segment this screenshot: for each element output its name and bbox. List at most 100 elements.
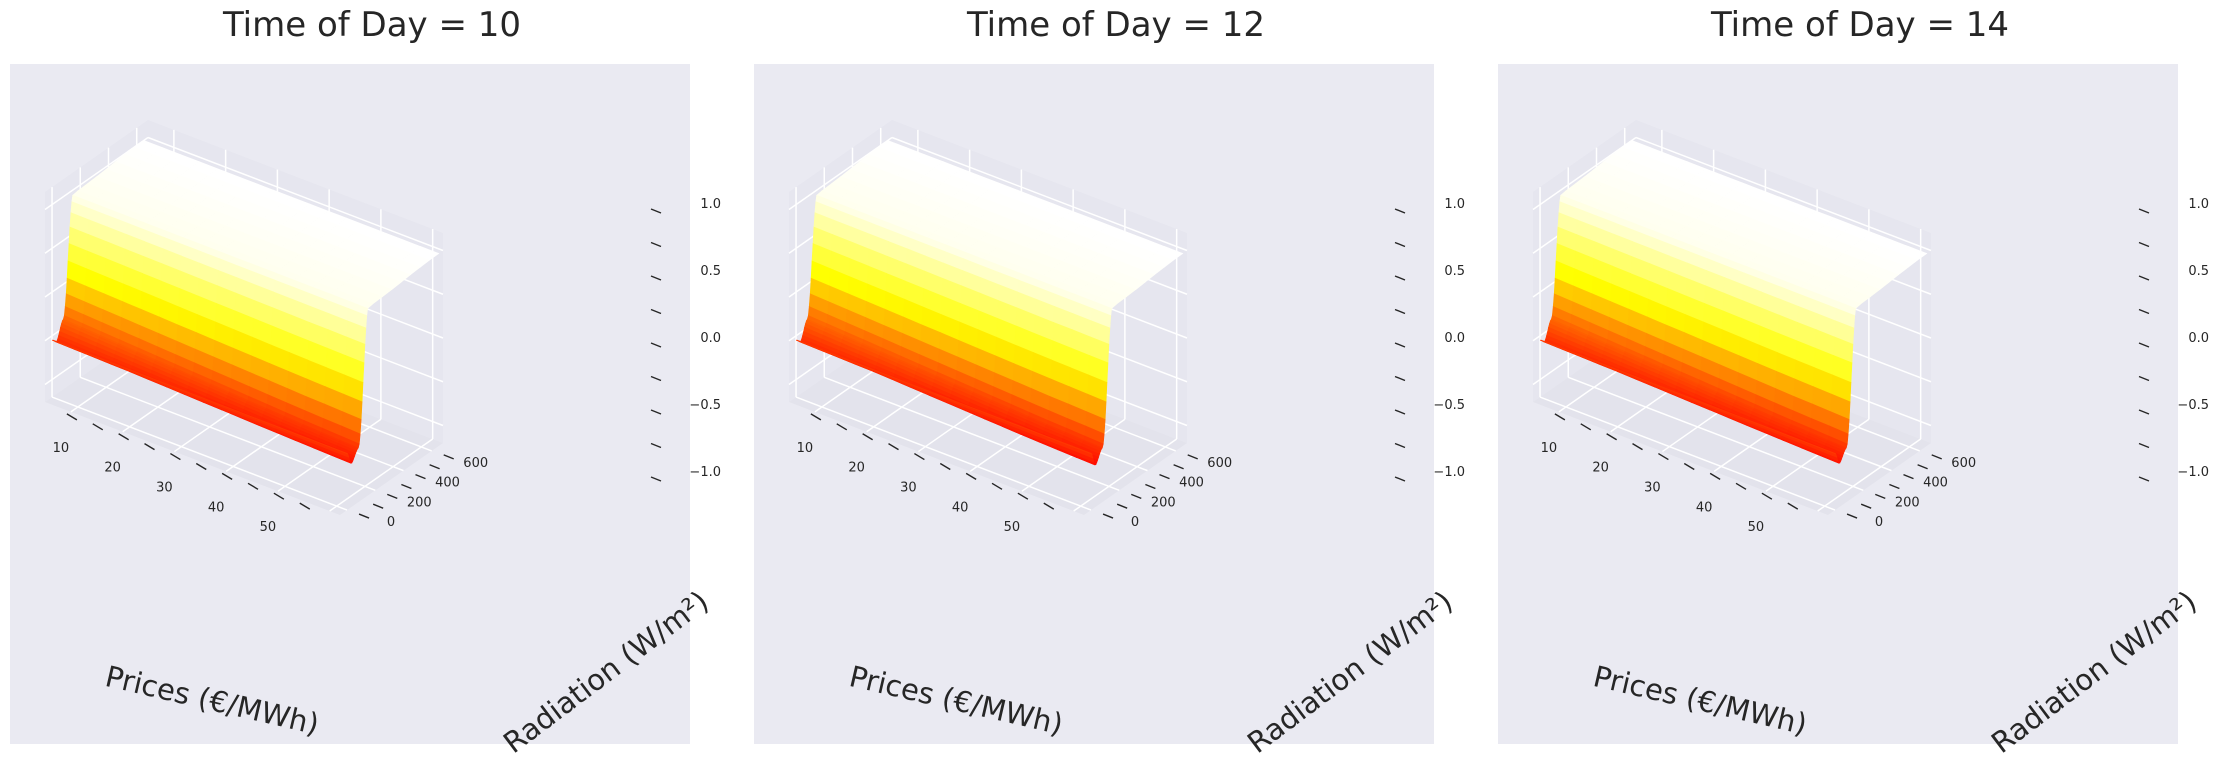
z-minor-tick-mark [2138, 442, 2150, 449]
z-tick-mark [1394, 275, 1406, 281]
z-tick-label: 0.0 [700, 331, 721, 346]
y-tick-label: 200 [1151, 495, 1176, 510]
x-tick-mark [118, 433, 129, 441]
surface-patch [1071, 445, 1093, 456]
x-tick-label: 40 [1696, 500, 1713, 515]
z-tick-mark [1394, 208, 1406, 214]
y-minor-tick-mark [1889, 483, 1900, 490]
x-minor-tick-mark [1632, 443, 1643, 451]
x-minor-tick-mark [92, 423, 104, 431]
y-minor-tick-mark [1145, 483, 1156, 490]
y-tick-mark [387, 493, 398, 499]
x-tick-mark [1554, 413, 1566, 421]
gridline [80, 376, 376, 492]
surface [1539, 140, 1928, 464]
y-minor-tick-mark [372, 503, 384, 509]
chart-title: Time of Day = 14 [1710, 5, 2010, 45]
x-tick-label: 30 [900, 481, 917, 496]
gridline [1539, 396, 1836, 511]
z-minor-tick-mark [2138, 375, 2150, 382]
y-minor-tick-mark [429, 464, 440, 470]
x-tick-mark [1709, 472, 1721, 480]
z-tick-mark [650, 409, 662, 415]
y-tick-label: 0 [1131, 515, 1139, 530]
z-tick-mark [2138, 208, 2150, 214]
x-tick-label: 20 [104, 461, 121, 476]
chart-title: Time of Day = 10 [222, 5, 522, 45]
gridline [795, 396, 1092, 511]
gridline [1765, 418, 1870, 492]
x-tick-mark [170, 452, 181, 461]
chart-panel-2: Time of Day = 14 10 20 30 40 50 0 200 400 600 −1.… [1488, 0, 2232, 765]
x-tick-label: 50 [1748, 520, 1765, 535]
x-tick-mark [862, 433, 873, 441]
z-tick-label: −1.0 [689, 465, 721, 480]
x-tick-label: 50 [260, 520, 277, 535]
y-minor-tick-mark [401, 483, 412, 490]
gridline [1073, 438, 1178, 512]
x-minor-tick-mark [1683, 462, 1695, 471]
y-tick-mark [1903, 473, 1914, 480]
y-tick-label: 400 [1923, 476, 1948, 491]
x-tick-mark [1658, 452, 1669, 461]
x-tick-label: 10 [53, 441, 70, 456]
y-tick-mark [1187, 454, 1198, 460]
x-tick-mark [1606, 433, 1617, 441]
z-minor-tick-mark [2138, 241, 2150, 248]
x-minor-tick-mark [144, 443, 155, 451]
z-tick-mark [1394, 409, 1406, 415]
x-tick-label: 30 [156, 481, 173, 496]
y-tick-label: 600 [463, 456, 488, 471]
z-tick-label: 0.5 [1444, 264, 1465, 279]
x-minor-tick-mark [247, 482, 259, 490]
gridline [329, 438, 434, 512]
x-tick-label: 50 [1004, 520, 1021, 535]
z-minor-tick-mark [1394, 375, 1406, 382]
z-tick-label: −0.5 [2177, 398, 2209, 413]
x-tick-mark [66, 413, 78, 421]
z-tick-label: −0.5 [689, 398, 721, 413]
y-minor-tick-mark [1860, 503, 1872, 509]
surface-patch [1816, 445, 1837, 455]
z-tick-mark [2138, 476, 2150, 482]
x-minor-tick-mark [1787, 502, 1799, 510]
x-tick-label: 20 [848, 461, 865, 476]
z-minor-tick-mark [650, 442, 662, 449]
x-minor-tick-mark [836, 423, 848, 431]
chart-panel-0: Time of Day = 10 10 20 30 40 50 0 200 400 600 −1.… [0, 0, 744, 765]
x-tick-label: 10 [797, 441, 814, 456]
y-tick-mark [1846, 513, 1858, 519]
x-minor-tick-mark [195, 462, 207, 471]
z-tick-label: 0.5 [700, 264, 721, 279]
z-minor-tick-mark [1394, 308, 1406, 315]
z-minor-tick-mark [2138, 308, 2150, 315]
z-tick-label: −0.5 [1433, 398, 1465, 413]
x-tick-mark [810, 413, 822, 421]
z-tick-label: −1.0 [2177, 465, 2209, 480]
z-tick-label: 1.0 [700, 197, 721, 212]
y-tick-mark [443, 454, 454, 460]
y-tick-label: 600 [1207, 456, 1232, 471]
x-minor-tick-mark [939, 462, 951, 471]
y-tick-label: 400 [1179, 476, 1204, 491]
z-tick-mark [650, 275, 662, 281]
z-tick-mark [1394, 476, 1406, 482]
gridline [1532, 136, 1637, 211]
x-tick-label: 10 [1541, 441, 1558, 456]
gridline [44, 136, 149, 211]
x-tick-mark [1761, 492, 1773, 500]
x-tick-label: 40 [952, 500, 969, 515]
x-minor-tick-mark [1043, 502, 1055, 510]
x-tick-mark [273, 492, 285, 500]
z-tick-label: 0.0 [2188, 331, 2209, 346]
y-minor-tick-mark [1116, 503, 1128, 509]
x-tick-label: 30 [1644, 481, 1661, 496]
y-minor-tick-mark [1173, 464, 1184, 470]
gridline [1817, 438, 1922, 512]
x-minor-tick-mark [1580, 423, 1592, 431]
y-tick-label: 200 [1895, 495, 1920, 510]
z-tick-mark [2138, 409, 2150, 415]
